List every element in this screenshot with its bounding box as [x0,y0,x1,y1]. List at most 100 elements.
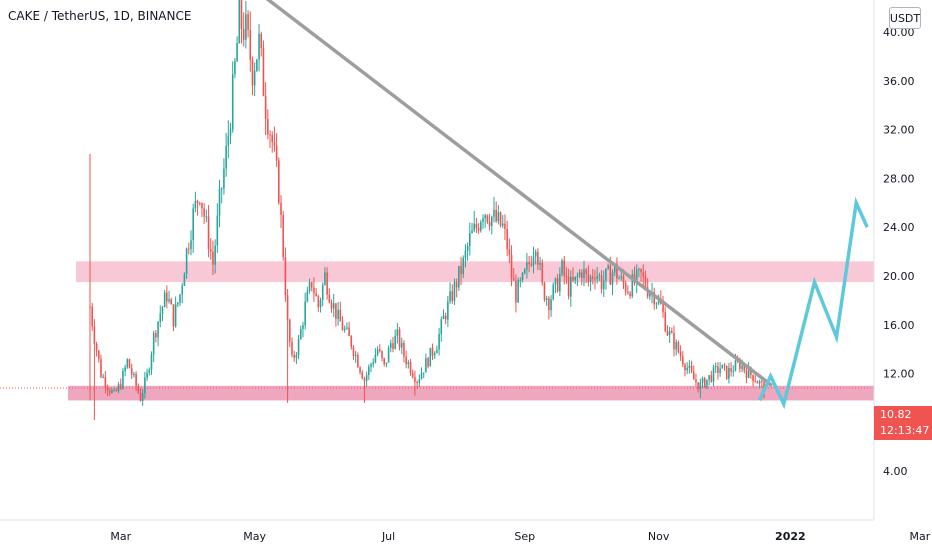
candle-body [343,328,346,331]
candle-body [372,362,375,365]
candle-body [655,303,658,305]
candle-body [218,188,221,216]
candle-body [458,266,460,288]
resistance-zone [76,261,874,283]
candle-body [519,280,522,282]
candle-body [405,356,407,365]
candle-body [451,291,454,301]
candle-body [506,228,508,250]
candle-body [407,362,410,365]
candle-body [236,43,238,62]
candle-body [383,358,385,364]
candle-body [743,365,746,371]
candle-body [161,307,164,314]
candle-body [183,274,186,286]
candle-body [130,368,133,375]
candle-body [108,390,111,393]
candle-body [681,356,684,365]
candle-body [493,209,495,217]
candle-body [291,341,293,355]
candle-body [231,74,234,130]
candle-body [262,48,265,96]
candle-body [346,327,348,329]
candle-body [370,364,372,367]
candle-body [337,309,339,319]
candle-body [328,294,331,303]
candle-body [589,276,592,282]
candle-body [666,331,669,336]
y-tick-label: 12.00 [883,368,915,381]
candle-body [225,145,227,169]
candle-body [152,333,155,355]
x-tick-label: Jul [381,530,395,543]
time-axis[interactable]: Mar May Jul Sep Nov 2022 Mar [0,519,931,543]
candle-body [93,326,96,344]
price-axis[interactable]: 4.008.0012.0016.0020.0024.0028.0032.0036… [873,0,915,520]
candle-body [155,333,157,338]
candle-body [198,202,201,204]
candle-body [163,292,166,308]
candle-body [144,377,146,394]
currency-badge[interactable]: USDT [889,7,921,29]
candle-body [754,381,757,383]
candle-body [207,216,210,249]
candle-body [684,364,686,371]
candle-body [455,282,458,288]
candle-body [607,265,609,269]
candle-body [679,351,682,357]
candle-body [374,354,377,363]
candle-body [416,382,418,384]
candle-body [196,200,199,203]
candle-body [712,367,715,382]
candle-body [758,381,761,384]
candle-body [288,319,291,342]
candle-body [194,200,197,209]
candle-body [620,276,623,279]
candle-body [332,303,335,309]
candle-body [504,223,506,229]
candle-body [396,329,399,336]
candle-body [598,275,601,277]
candle-body [473,223,476,231]
candle-body [640,268,642,273]
y-tick-label: 40.00 [883,26,915,39]
candle-body [673,332,675,350]
candle-body [425,358,427,373]
candle-body [295,354,298,358]
candle-body [269,134,271,136]
candle-body [100,359,102,378]
candle-body [644,276,647,288]
candle-body [271,135,274,143]
candle-body [139,392,142,401]
candle-body [240,0,243,29]
candle-body [501,223,504,226]
candle-body [576,276,579,278]
x-tick-label: May [243,530,266,543]
candle-body [572,277,574,281]
candle-body [675,342,678,350]
y-tick-label: 28.00 [883,172,915,185]
candle-body [172,304,175,327]
candle-body [297,339,300,355]
candle-body [119,384,122,389]
candle-body [710,375,713,382]
candle-body [688,365,691,368]
candle-body [115,390,118,392]
candle-body [376,349,379,355]
candle-body [686,367,688,371]
candle-body [122,371,124,389]
candle-body [403,342,405,357]
candle-body [739,361,741,369]
y-tick-label: 36.00 [883,75,915,88]
candle-body [668,331,671,336]
candle-body [214,245,216,265]
projection-path [758,196,869,410]
candle-body [168,299,170,302]
candle-body [550,299,552,311]
candle-body [567,276,570,297]
candle-body [690,365,693,372]
candle-body [464,250,467,258]
candle-body [174,304,177,327]
candle-body [306,291,309,302]
